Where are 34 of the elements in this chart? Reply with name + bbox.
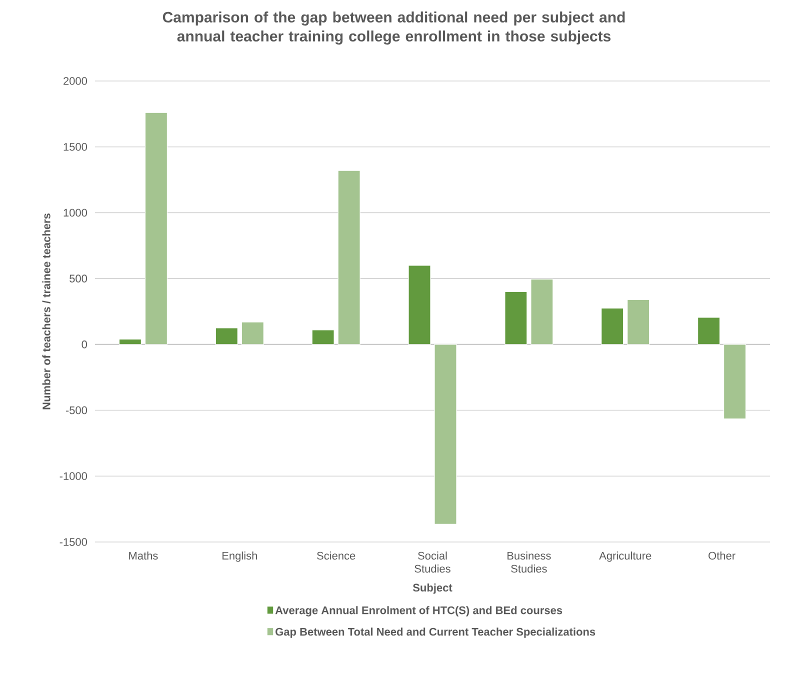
bar [627, 299, 650, 345]
bar [144, 112, 168, 345]
bar [408, 265, 431, 345]
bar [118, 338, 142, 345]
bar [215, 328, 238, 345]
x-tick-label: Business Studies [508, 552, 551, 573]
bar [601, 308, 624, 345]
y-tick-label: -1000 [60, 472, 88, 480]
x-tick-label: Agriculture [599, 552, 652, 562]
y-tick-label: 1000 [64, 208, 88, 217]
x-tick-label: Maths [129, 552, 158, 560]
x-axis-title: Subject [412, 583, 452, 594]
bar [434, 344, 457, 525]
y-tick-label: 2000 [64, 77, 88, 85]
legend-label: Average Annual Enrolment of HTC(S) and BEd courses [275, 606, 562, 616]
bar [530, 278, 554, 345]
bar [241, 322, 264, 345]
y-tick-label: -500 [66, 406, 88, 414]
y-tick-label: -1500 [60, 538, 88, 546]
y-tick-label: 1500 [64, 142, 88, 151]
x-tick-label: Science [317, 552, 356, 560]
bar [338, 170, 360, 345]
chart-title: Camparison of the gap between additional need per subject and annual teacher training college enrollment in those subjects [162, 12, 625, 45]
y-axis-title: Number of teachers / trainee teachers [42, 214, 50, 410]
bar [697, 317, 720, 345]
y-tick-label: 500 [70, 274, 88, 282]
x-tick-label: English [222, 552, 257, 562]
bar [504, 291, 528, 345]
bar [723, 344, 746, 420]
y-tick-label: 0 [82, 340, 88, 348]
legend-label: Gap Between Total Need and Current Teacher Specializations [276, 628, 596, 638]
bar [312, 330, 334, 345]
x-tick-label: Other [708, 552, 736, 560]
x-tick-label: Social Studies [414, 552, 450, 573]
